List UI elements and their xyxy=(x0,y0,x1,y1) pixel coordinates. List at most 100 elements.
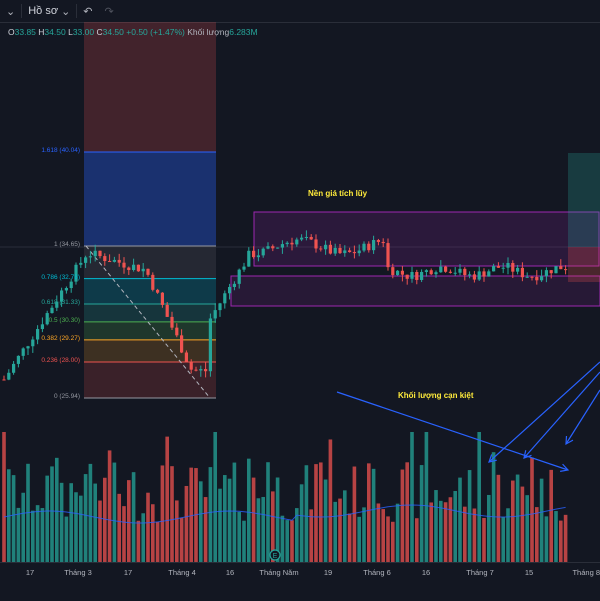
high-value: 34.50 xyxy=(44,27,66,37)
earnings-event-marker xyxy=(269,549,281,561)
volume-bar xyxy=(31,510,35,562)
volume-exhausted-annotation: Khối lượng cạn kiệt xyxy=(398,391,474,400)
candle-body xyxy=(559,266,563,270)
fib-level-label: 0.5 (30.30) xyxy=(48,316,80,324)
volume-bar xyxy=(391,521,395,562)
candle-body xyxy=(285,242,289,245)
candle-body xyxy=(453,272,457,274)
toolbar-divider xyxy=(76,4,78,18)
volume-bar xyxy=(2,432,6,562)
volume-bar xyxy=(482,517,486,562)
volume-bar xyxy=(55,457,59,562)
candle-body xyxy=(376,240,380,242)
volume-bar xyxy=(563,514,568,562)
volume-bar xyxy=(232,462,237,562)
volume-bar xyxy=(343,490,347,562)
candle-body xyxy=(544,270,548,277)
candle-body xyxy=(549,270,553,274)
volume-bar xyxy=(256,498,261,562)
candle-body xyxy=(530,276,534,278)
candle-body xyxy=(439,266,443,273)
volume-bar xyxy=(203,497,208,562)
volume-bar xyxy=(266,462,270,562)
volume-bar xyxy=(362,507,366,562)
volume-bar xyxy=(155,521,160,562)
volume-bar xyxy=(218,488,222,562)
candle-body xyxy=(60,290,64,302)
volume-bar xyxy=(559,520,563,562)
candle-body xyxy=(564,269,568,271)
volume-bar xyxy=(223,475,227,562)
candle-body xyxy=(31,339,35,347)
volume-bar xyxy=(400,469,405,562)
volume-bar xyxy=(127,480,131,562)
candle-body xyxy=(516,267,520,272)
candle-body xyxy=(482,271,486,277)
volume-bar xyxy=(213,432,217,562)
candle-body xyxy=(127,267,131,271)
volume-bar xyxy=(112,462,117,562)
volume-bar xyxy=(131,472,136,562)
candle-body xyxy=(415,272,419,280)
volume-bar xyxy=(59,482,64,562)
candle-body xyxy=(338,247,342,254)
candle-body xyxy=(12,363,16,373)
volume-bar xyxy=(458,477,462,562)
volume-bar xyxy=(179,517,184,562)
candle-body xyxy=(525,276,529,278)
support-box xyxy=(230,275,600,307)
volume-bar xyxy=(290,520,294,562)
volume-bar xyxy=(64,516,69,562)
volume-bar xyxy=(35,505,40,562)
arrow-head xyxy=(488,454,497,463)
volume-bar xyxy=(439,500,443,562)
volume-bar xyxy=(11,475,16,562)
volume-bar xyxy=(525,495,529,562)
low-key: L xyxy=(68,27,73,37)
volume-bar xyxy=(280,515,285,562)
time-axis-label: 16 xyxy=(225,568,235,577)
volume-bar xyxy=(208,467,213,562)
ohlc-legend: O33.85 H34.50 L33.00 C34.50 +0.50 (+1.47… xyxy=(8,27,258,37)
undo-icon: ↶ xyxy=(83,5,93,18)
candle-body xyxy=(194,369,198,371)
time-axis[interactable]: 17 Tháng 3 17 Tháng 4 16 Tháng Năm 19 Tháng 6 16… xyxy=(0,562,600,601)
candle-body xyxy=(405,274,409,279)
volume-bar xyxy=(299,484,304,562)
volume-bar xyxy=(175,500,179,562)
candle-body xyxy=(146,268,150,275)
volume-value: 6.283M xyxy=(229,27,258,37)
candle-body xyxy=(458,268,462,273)
undo-button[interactable]: ↶ xyxy=(77,0,98,22)
candle-body xyxy=(410,272,414,279)
redo-button[interactable]: ↷ xyxy=(99,0,120,22)
volume-bar xyxy=(50,466,54,562)
fib-level-label: 0.786 (32.78) xyxy=(41,273,80,281)
change-value: +0.50 (+1.47%) xyxy=(126,27,185,37)
volume-bar xyxy=(487,494,491,562)
candle-body xyxy=(7,372,11,380)
candle-body xyxy=(420,271,424,280)
volume-ma-line xyxy=(3,504,566,524)
volume-bar xyxy=(69,483,73,562)
candle-body xyxy=(74,264,78,282)
candle-body xyxy=(386,243,390,268)
volume-bar xyxy=(539,478,544,562)
volume-bar xyxy=(146,492,150,562)
fib-zone-0382 xyxy=(84,339,216,363)
profile-dropdown[interactable]: Hồ sơ ⌄ xyxy=(22,0,76,22)
chart-type-button[interactable]: ⌄ xyxy=(0,0,21,22)
volume-bar xyxy=(347,513,352,562)
candle-body xyxy=(55,301,59,308)
volume-bar xyxy=(16,507,21,562)
volume-bar xyxy=(453,491,457,562)
candle-body xyxy=(165,304,169,317)
volume-bar xyxy=(405,462,409,562)
candle-body xyxy=(208,318,212,372)
candle-body xyxy=(261,248,265,256)
candle-body xyxy=(271,246,275,249)
candle-body xyxy=(69,281,73,289)
candle-body xyxy=(424,270,428,272)
volume-bar xyxy=(496,474,501,562)
